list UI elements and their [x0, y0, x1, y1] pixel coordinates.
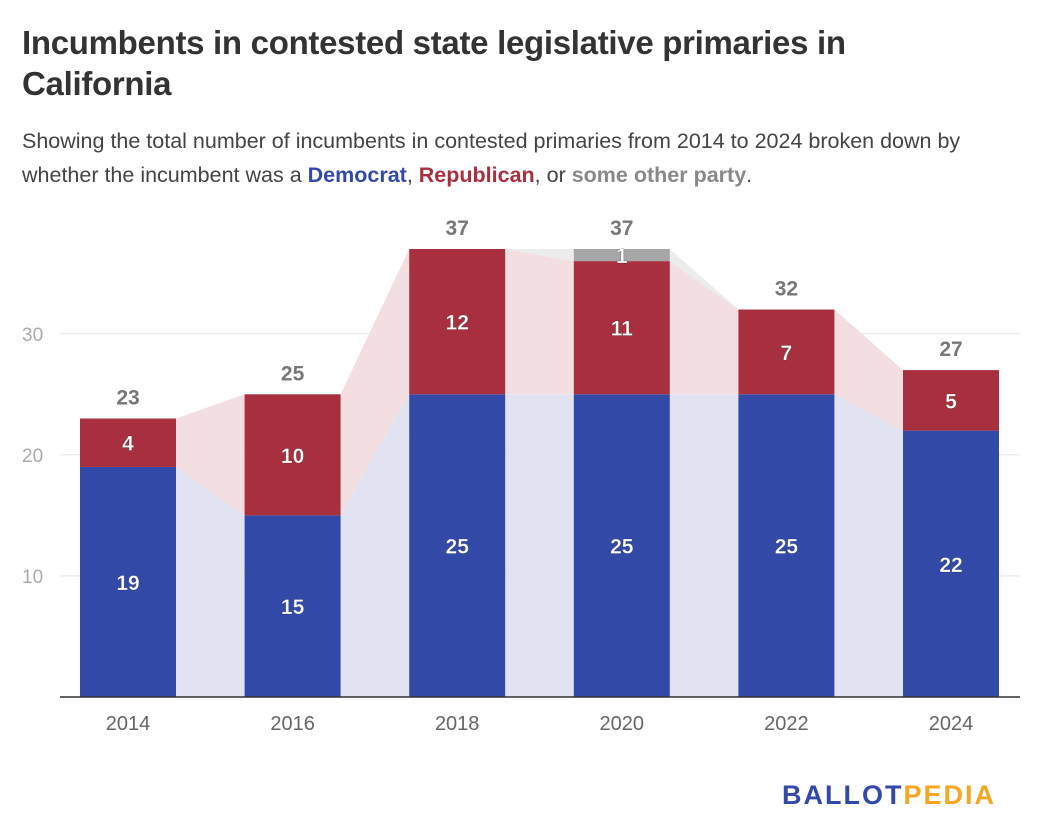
bar-segment-democrat [244, 515, 341, 697]
legend-republican: Republican [418, 163, 535, 187]
bar-segment-republican [573, 261, 670, 395]
bar-segment-democrat [409, 394, 506, 697]
subtitle-text: Showing the total number of incumbents i… [22, 129, 961, 187]
connector-area-democrat [834, 394, 903, 697]
bar-segment-republican [903, 370, 999, 431]
bar-segment-democrat [80, 466, 176, 697]
connector-area-some-other-party [505, 249, 574, 262]
bar-segment-republican [409, 249, 506, 395]
bar-segment-some-other-party [573, 249, 670, 262]
total-label: 25 [281, 362, 305, 385]
data-label: 25 [446, 536, 470, 559]
bar-segment-republican [80, 418, 176, 467]
bar-segment-republican [244, 394, 341, 516]
x-tick-label: 2022 [764, 713, 809, 735]
legend-democrat: Democrat [307, 163, 407, 187]
data-label: 5 [945, 390, 957, 413]
connector-area-some-other-party [669, 249, 739, 310]
subtitle-end: . [746, 163, 753, 187]
data-label: 12 [446, 312, 469, 335]
x-tick-label: 2024 [929, 713, 974, 735]
data-label: 11 [611, 318, 634, 341]
data-label: 10 [281, 445, 304, 468]
connector-area-democrat [669, 394, 739, 697]
data-label: 4 [122, 433, 134, 456]
bar-segment-democrat [738, 394, 835, 697]
y-tick-label: 20 [22, 446, 43, 467]
connector-area-republican [669, 261, 739, 395]
x-tick-label: 2020 [600, 713, 645, 735]
bar-segment-democrat [573, 394, 670, 697]
chart-subtitle: Showing the total number of incumbents i… [22, 124, 1022, 192]
total-label: 37 [610, 217, 633, 240]
bar-segment-republican [738, 309, 835, 395]
connector-area-democrat [505, 394, 574, 697]
legend-other: some other party [571, 163, 747, 187]
data-label: 22 [939, 554, 962, 577]
subtitle-sep: , [406, 163, 419, 187]
data-label: 19 [116, 572, 139, 595]
connector-area-republican [834, 309, 903, 431]
y-tick-label: 10 [22, 567, 43, 588]
bar-segment-democrat [903, 430, 999, 697]
connector-area-republican [176, 394, 245, 516]
data-label: 25 [775, 536, 799, 559]
ballotpedia-logo: BALLOTPEDIA [782, 780, 996, 811]
data-label: 7 [781, 342, 793, 365]
data-label: 15 [281, 596, 305, 619]
total-label: 27 [939, 338, 962, 361]
total-label: 23 [116, 387, 139, 410]
logo-part2: PEDIA [903, 780, 997, 810]
data-label: 25 [610, 536, 634, 559]
x-tick-label: 2016 [270, 713, 315, 735]
chart-title: Incumbents in contested state legislativ… [22, 24, 846, 102]
total-label: 32 [775, 278, 798, 301]
y-tick-label: 30 [22, 325, 43, 346]
data-label: 1 [616, 245, 628, 268]
connector-area-republican [340, 249, 410, 516]
subtitle-sep: , or [534, 163, 572, 187]
connector-area-republican [505, 249, 574, 395]
x-tick-label: 2014 [106, 713, 151, 735]
connector-area-democrat [340, 394, 410, 697]
total-label: 37 [446, 217, 469, 240]
x-tick-label: 2018 [435, 713, 480, 735]
logo-part1: BALLOT [782, 780, 904, 810]
connector-area-democrat [176, 466, 245, 697]
